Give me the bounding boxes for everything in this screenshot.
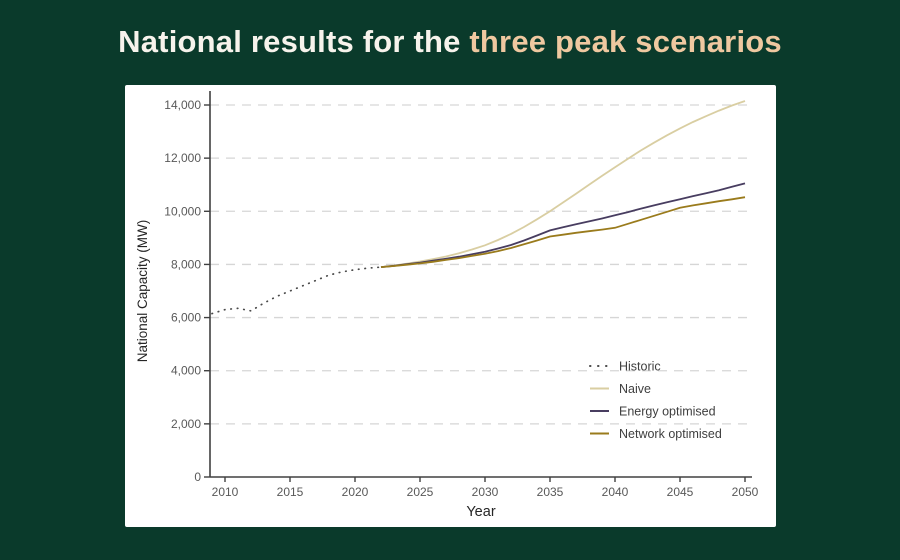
national-capacity-chart: 0 2,000 4,000 6,000 8,000 10,000 12,000 14,000 2… <box>135 91 759 520</box>
series-line-historic <box>211 266 382 315</box>
y-axis-title: National Capacity (MW) <box>135 220 150 363</box>
x-tick-label: 2030 <box>472 485 499 499</box>
y-tick-label: 2,000 <box>171 417 201 431</box>
legend-label-network-optimised: Network optimised <box>619 427 722 441</box>
x-tick-label: 2040 <box>602 485 629 499</box>
series-line-naive <box>380 100 746 268</box>
y-tick-label: 14,000 <box>164 98 201 112</box>
x-tick-label: 2035 <box>537 485 564 499</box>
chart-card: 0 2,000 4,000 6,000 8,000 10,000 12,000 14,000 2… <box>125 85 776 527</box>
y-tick-label: 10,000 <box>164 204 201 218</box>
x-tick-label: 2020 <box>342 485 369 499</box>
x-tick-label: 2025 <box>407 485 434 499</box>
y-tick-label: 6,000 <box>171 311 201 325</box>
x-tick-label: 2015 <box>277 485 304 499</box>
series-line-network-optimised <box>380 196 746 268</box>
page-title: National results for the three peak scen… <box>0 24 900 60</box>
series-line-energy-optimised <box>380 182 746 268</box>
x-tick-label: 2045 <box>667 485 694 499</box>
x-tick-label: 2050 <box>732 485 759 499</box>
y-tick-label: 4,000 <box>171 364 201 378</box>
y-tick-label: 12,000 <box>164 151 201 165</box>
x-axis-title: Year <box>466 504 495 520</box>
legend-label-historic: Historic <box>619 360 661 374</box>
legend-label-energy-optimised: Energy optimised <box>619 405 716 419</box>
title-accent-text: three peak scenarios <box>469 24 782 59</box>
y-tick-label: 0 <box>194 470 201 484</box>
x-tick-label: 2010 <box>212 485 239 499</box>
title-primary-text: National results for the <box>118 24 470 59</box>
y-tick-label: 8,000 <box>171 257 201 271</box>
legend-label-naive: Naive <box>619 382 651 396</box>
